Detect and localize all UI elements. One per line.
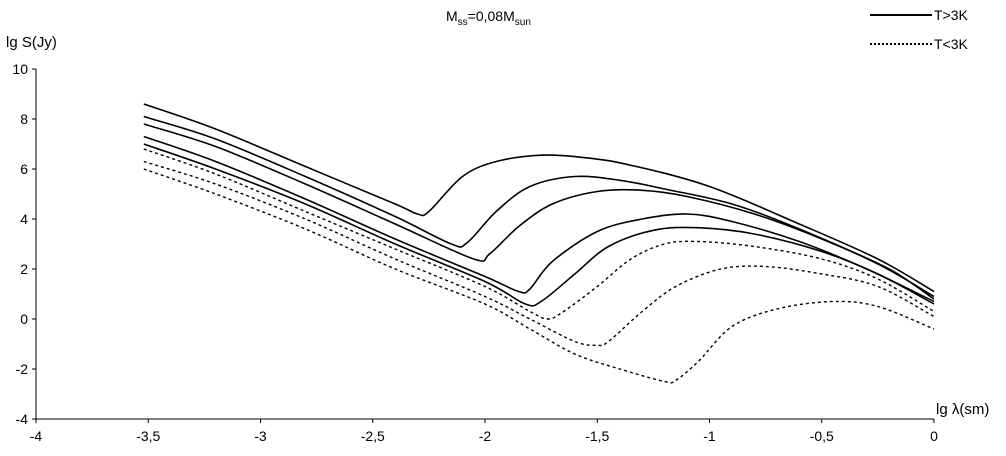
y-tick-label: -4 [16,411,29,427]
series-line-4-solid [143,135,935,303]
series-line-6-dotted [143,148,935,320]
x-tick-label: -3,5 [136,428,160,444]
y-tick-label: 8 [20,111,28,127]
x-axis-label: lg λ(sm) [936,401,990,418]
x-tick-label: 0 [930,428,938,444]
axes: -4 -2 0 2 4 6 8 10 -4 -3,5 -3 -2,5 -2 -1,5 -1 -0,5 0 [12,61,938,444]
y-tick-label: 4 [20,211,28,227]
series-line-5-solid [143,143,935,307]
legend-swatch-dotted [870,43,932,45]
x-tick-label: -4 [30,428,43,444]
y-tick-label: 2 [20,261,28,277]
series-line-3-solid [143,123,935,300]
x-tick-label: -2 [479,428,492,444]
series-line-7-dotted [143,160,935,347]
y-axis-label: lg S(Jy) [6,34,57,51]
x-tick-label: -2,5 [361,428,385,444]
y-tick-label: 10 [12,61,28,77]
legend-item-dotted: T<3K [870,36,968,52]
x-tick-label: -3 [254,428,267,444]
legend-label-solid: T>3K [934,7,968,23]
y-tick-label: -2 [16,361,29,377]
y-tick-label: 0 [20,311,28,327]
legend-item-solid: T>3K [870,7,968,23]
series-line-8-dotted [143,168,935,384]
x-tick-label: -1,5 [585,428,609,444]
legend-label-dotted: T<3K [934,36,968,52]
x-tick-label: -0,5 [810,428,834,444]
series-line-2-solid [143,115,935,298]
x-tick-label: -1 [703,428,716,444]
y-tick-label: 6 [20,161,28,177]
legend-swatch-solid [870,14,932,16]
chart-title: Mss=0,08Msun [446,8,531,28]
series-line-1-solid [143,103,935,293]
series-layer [143,103,935,384]
